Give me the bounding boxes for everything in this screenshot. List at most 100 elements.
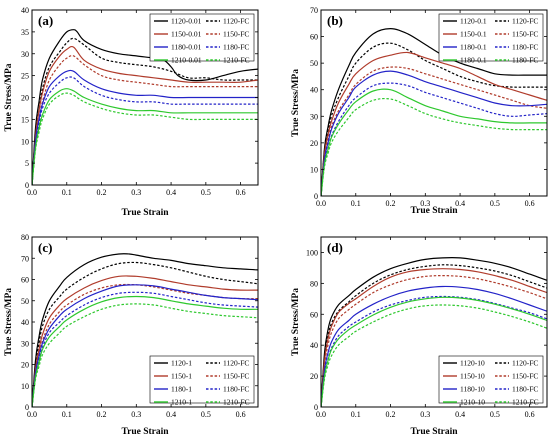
- series-line-8: [321, 304, 547, 407]
- x-tick-label: 0.0: [27, 410, 37, 419]
- x-tick-label: 0.0: [316, 199, 326, 208]
- series-line-2: [321, 42, 547, 196]
- x-tick-label: 0.5: [201, 188, 211, 197]
- series-line-4: [32, 283, 258, 407]
- legend-label: 1210-10: [460, 398, 485, 407]
- series-line-7: [32, 295, 258, 407]
- y-tick-label: 5: [25, 159, 29, 168]
- legend-label: 1180-FC: [223, 43, 249, 52]
- y-tick-label: 40: [310, 86, 318, 95]
- x-tick-label: 0.1: [62, 410, 72, 419]
- y-tick-label: 15: [21, 115, 29, 124]
- series-line-5: [32, 284, 258, 407]
- x-axis-title: True Strain: [121, 208, 169, 218]
- x-tick-label: 0.3: [420, 199, 430, 208]
- legend: 1120-0.01 1120-FC 1150-0.01 1150-FC 1180-0.0…: [149, 13, 255, 65]
- legend-label: 1150-FC: [512, 30, 538, 39]
- legend-label: 1180-FC: [223, 385, 249, 394]
- series-line-6: [32, 76, 258, 185]
- y-axis-title: True Stress/MPa: [291, 288, 301, 356]
- legend-label: 1120-FC: [512, 17, 538, 26]
- chart-panel-1: 0.0 0.1 0.2 0.3 0.4 0.5 0.6 0 5 10 15 20 25 30 35 40 Tru…: [4, 6, 259, 218]
- legend-label: 1180-0.01: [171, 43, 202, 52]
- y-tick-label: 25: [21, 72, 29, 81]
- series-line-2: [32, 37, 258, 185]
- x-axis-title: True Strain: [410, 427, 458, 437]
- series-group: [32, 29, 258, 185]
- x-tick-label: 0.3: [420, 410, 430, 419]
- y-tick-label: 70: [21, 254, 29, 263]
- series-line-3: [32, 275, 258, 407]
- x-tick-label: 0.2: [97, 188, 107, 197]
- y-tick-label: 20: [21, 94, 29, 103]
- y-tick-label: 0: [314, 192, 318, 201]
- legend-label: 1120-10: [460, 359, 485, 368]
- legend-label: 1150-FC: [223, 30, 249, 39]
- series-line-6: [321, 295, 547, 407]
- y-tick-label: 30: [21, 339, 29, 348]
- x-tick-label: 0.5: [490, 410, 500, 419]
- y-tick-label: 0: [25, 181, 29, 190]
- legend-label: 1180-0.1: [460, 43, 487, 52]
- series-line-5: [321, 70, 547, 196]
- x-tick-label: 0.6: [525, 199, 535, 208]
- y-tick-label: 35: [21, 28, 29, 37]
- x-tick-label: 0.5: [201, 410, 211, 419]
- series-line-3: [321, 268, 547, 407]
- legend-label: 1210-1: [171, 398, 192, 407]
- chart-panel-2: 0.0 0.1 0.2 0.3 0.4 0.5 0.6 0 10 20 30 40 50 60 70 True…: [291, 6, 548, 216]
- series-line-4: [321, 274, 547, 407]
- panel-label: (b): [327, 13, 343, 28]
- series-line-8: [321, 97, 547, 196]
- series-line-3: [321, 51, 547, 196]
- legend: 1120-1 1120-FC 1150-1 1150-FC 1180-1 1180-FC 1…: [149, 355, 255, 407]
- y-tick-label: 20: [310, 139, 318, 148]
- legend-label: 1150-FC: [512, 372, 538, 381]
- legend-label: 1120-0.1: [460, 17, 487, 26]
- x-axis-title: True Strain: [410, 206, 458, 216]
- y-tick-label: 0: [25, 403, 29, 412]
- series-line-6: [321, 82, 547, 196]
- x-tick-label: 0.6: [236, 188, 246, 197]
- y-axis-title: True Stress/MPa: [4, 288, 14, 356]
- series-line-4: [32, 54, 258, 185]
- plot-frame: [320, 9, 548, 197]
- legend-box: [149, 355, 255, 404]
- x-tick-label: 0.3: [131, 188, 141, 197]
- legend-label: 1180-10: [460, 385, 485, 394]
- y-tick-label: 20: [310, 372, 318, 381]
- x-tick-label: 0.1: [351, 199, 361, 208]
- legend-box: [438, 13, 544, 62]
- series-line-5: [321, 285, 547, 407]
- x-tick-label: 0.0: [27, 188, 37, 197]
- legend-label: 1180-1: [171, 385, 192, 394]
- x-tick-label: 0.1: [62, 188, 72, 197]
- series-line-5: [32, 69, 258, 185]
- series-line-7: [321, 88, 547, 196]
- legend-label: 1150-0.1: [460, 30, 487, 39]
- series-group: [321, 257, 547, 407]
- series-line-4: [321, 66, 547, 196]
- legend-label: 1150-10: [460, 372, 485, 381]
- x-tick-label: 0.4: [166, 188, 176, 197]
- panel-label: (c): [38, 240, 52, 255]
- legend-label: 1210-FC: [223, 56, 250, 65]
- legend-label: 1120-FC: [223, 17, 249, 26]
- series-line-1: [321, 257, 547, 407]
- chart-panel-3: 0.0 0.1 0.2 0.3 0.4 0.5 0.6 0 10 20 30 40 50 60 70 80 Tr…: [4, 233, 259, 437]
- legend-label: 1150-0.01: [171, 30, 202, 39]
- x-tick-label: 0.3: [131, 410, 141, 419]
- legend-label: 1210-FC: [512, 398, 539, 407]
- y-axis-title: True Stress/MPa: [291, 69, 301, 137]
- x-tick-label: 0.4: [455, 199, 465, 208]
- y-tick-label: 0: [314, 403, 318, 412]
- y-tick-label: 10: [21, 382, 29, 391]
- y-tick-label: 30: [310, 112, 318, 121]
- x-tick-label: 0.2: [97, 410, 107, 419]
- x-tick-label: 0.5: [490, 199, 500, 208]
- series-line-8: [32, 92, 258, 185]
- x-tick-label: 0.2: [386, 199, 396, 208]
- series-line-3: [32, 45, 258, 185]
- series-line-8: [32, 303, 258, 407]
